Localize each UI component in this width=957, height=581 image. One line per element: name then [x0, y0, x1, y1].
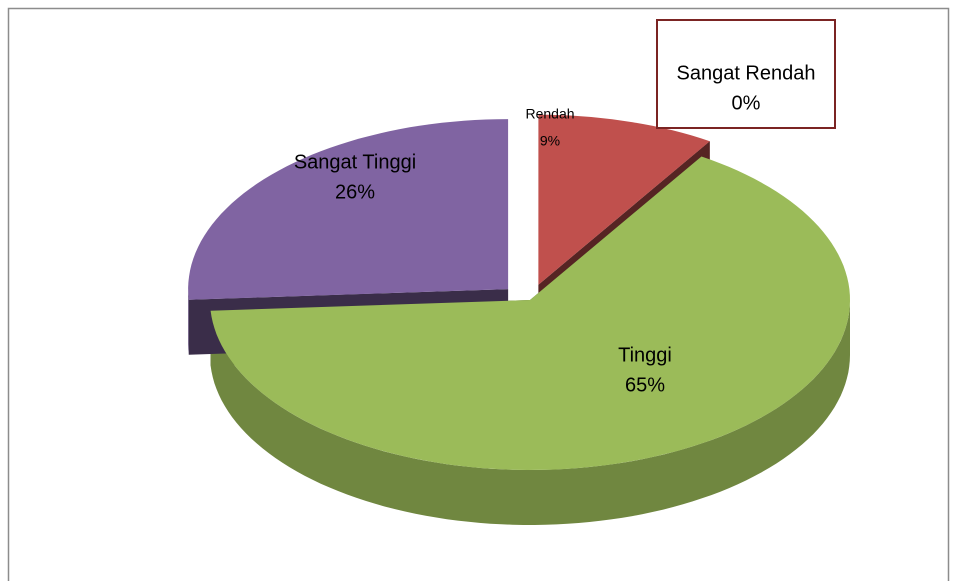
value-label: 9% [540, 133, 560, 149]
value-label: 26% [335, 181, 375, 203]
category-label: Sangat Rendah [676, 62, 815, 84]
category-label: Sangat Tinggi [294, 151, 416, 173]
label-box [656, 19, 836, 129]
slice [210, 156, 851, 470]
slice [538, 114, 710, 285]
pie-tops [188, 114, 851, 470]
slice-side [210, 300, 851, 525]
slice [188, 119, 509, 300]
value-label: 0% [732, 92, 761, 114]
slice-side [188, 289, 189, 355]
pie-labels: Sangat Rendah 0% Rendah 9% Tinggi 65% Sangat T… [294, 19, 836, 396]
value-label: 65% [625, 374, 665, 396]
category-label: Tinggi [618, 344, 672, 366]
category-label: Rendah [525, 106, 574, 122]
